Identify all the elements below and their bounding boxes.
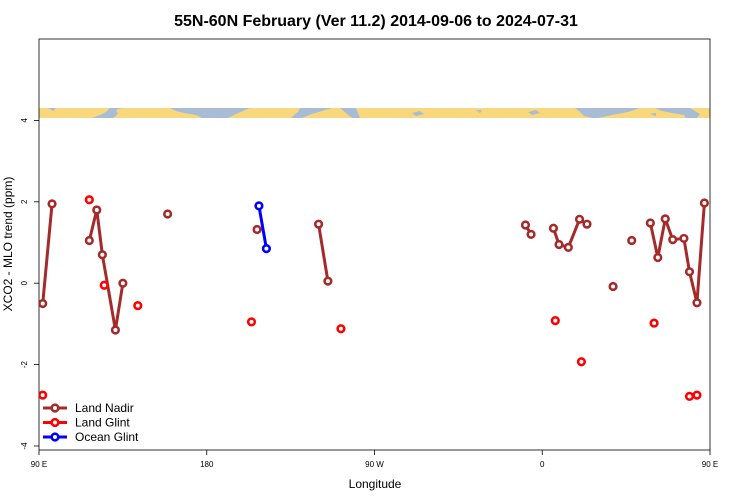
- x-tick-label: 90 E: [31, 460, 47, 469]
- legend-label: Land Nadir: [75, 401, 134, 415]
- land-nadir-point: [563, 242, 573, 252]
- land-glint-point: [336, 324, 346, 334]
- series-land-glint: [39, 195, 702, 401]
- ocean-glint-point: [254, 201, 264, 211]
- land-nadir-point: [323, 276, 333, 286]
- y-tick-label: 0: [20, 280, 29, 285]
- land-glint-point: [99, 280, 109, 290]
- land-nadir-line: [41, 202, 54, 306]
- x-axis: 90 E 180 90 W 0 90 E: [31, 450, 718, 469]
- x-axis-label: Longitude: [349, 477, 402, 491]
- ocean-glint-point: [261, 244, 271, 254]
- legend-swatch-marker: [50, 417, 60, 428]
- land-glint-point: [692, 390, 702, 400]
- plot-frame: [38, 38, 711, 451]
- land-nadir-point: [554, 239, 564, 250]
- chart-title: 55N-60N February (Ver 11.2) 2014-09-06 t…: [174, 13, 578, 30]
- land-nadir-point: [97, 250, 107, 260]
- legend-label: Ocean Glint: [75, 430, 139, 444]
- y-tick-label: 4: [20, 118, 29, 123]
- land-nadir-point: [653, 252, 663, 263]
- series-layer: [39, 195, 710, 401]
- y-tick-label: 2: [20, 199, 29, 204]
- land-nadir-point: [679, 233, 689, 244]
- y-axis-label: XCO2 - MLO trend (ppm): [1, 177, 15, 312]
- map-band-ocean-specks: [48, 108, 656, 116]
- land-nadir-point: [84, 235, 94, 246]
- land-nadir-point: [608, 281, 618, 292]
- land-nadir-point: [47, 199, 57, 209]
- land-nadir-point: [92, 205, 102, 215]
- x-tick-label: 90 E: [702, 460, 718, 469]
- land-nadir-point: [699, 198, 710, 208]
- map-band-land: [39, 108, 710, 118]
- land-nadir-point: [548, 223, 559, 233]
- legend-entry-ocean-glint: Ocean Glint: [43, 430, 139, 444]
- land-nadir-point: [582, 219, 592, 229]
- land-nadir-point: [684, 267, 695, 277]
- series-ocean-glint: [254, 201, 271, 254]
- legend-entry-land-nadir: Land Nadir: [43, 401, 134, 415]
- land-nadir-point: [660, 214, 670, 224]
- land-nadir-point: [252, 224, 262, 235]
- land-nadir-point: [313, 219, 324, 229]
- land-nadir-point: [668, 235, 678, 245]
- land-nadir-point: [118, 278, 128, 288]
- land-nadir-point: [526, 229, 536, 239]
- land-nadir-point: [645, 218, 655, 228]
- land-nadir-line: [87, 208, 125, 332]
- land-glint-point: [133, 300, 143, 311]
- x-tick-label: 90 W: [365, 460, 384, 469]
- land-glint-point: [576, 357, 586, 367]
- x-tick-label: 180: [200, 460, 214, 469]
- land-nadir-point: [520, 220, 531, 230]
- series-land-nadir: [39, 198, 710, 335]
- land-nadir-point: [574, 214, 585, 224]
- y-tick-label: -2: [20, 360, 29, 368]
- legend-label: Land Glint: [75, 416, 130, 430]
- land-glint-point: [39, 390, 48, 400]
- land-nadir-point: [110, 325, 121, 335]
- land-glint-point: [684, 391, 695, 401]
- land-nadir-point: [627, 235, 637, 246]
- y-tick-label: -4: [20, 442, 29, 450]
- legend-swatch-marker: [50, 432, 60, 442]
- x-tick-label: 0: [540, 460, 545, 469]
- land-nadir-point: [163, 209, 173, 219]
- land-glint-point: [550, 316, 560, 326]
- legend-entry-land-glint: Land Glint: [43, 416, 130, 430]
- map-band: [39, 108, 710, 118]
- land-nadir-line: [648, 201, 706, 305]
- land-nadir-line: [317, 222, 330, 283]
- legend-swatch-marker: [50, 403, 60, 413]
- land-glint-point: [84, 195, 94, 205]
- land-glint-point: [246, 317, 257, 327]
- y-axis: -4 -2 0 2 4: [20, 118, 39, 450]
- ocean-glint-line: [257, 204, 268, 251]
- land-glint-point: [649, 318, 659, 328]
- land-nadir-point: [39, 298, 48, 309]
- land-nadir-point: [692, 298, 702, 308]
